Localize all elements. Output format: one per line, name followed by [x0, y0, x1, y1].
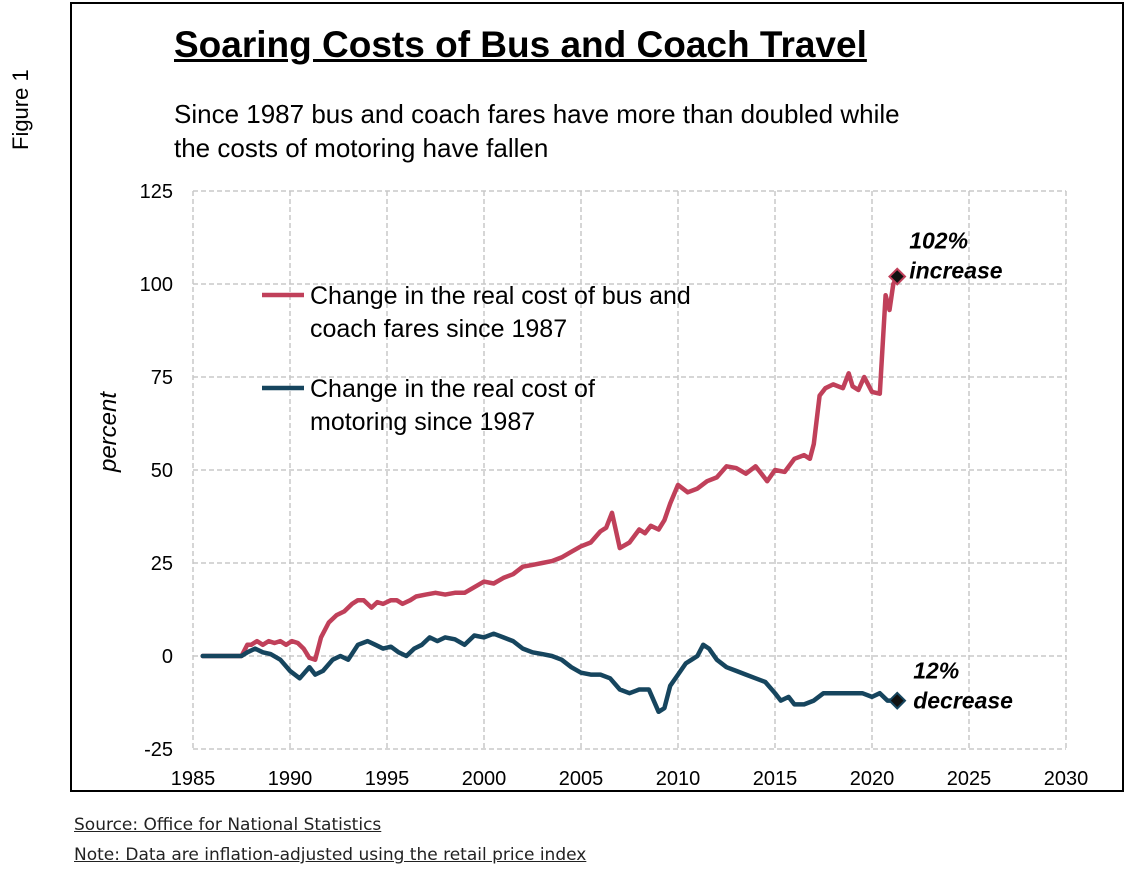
chart-frame: [70, 2, 1124, 792]
series-line-bus: [200, 274, 900, 662]
x-tick-label: 2015: [753, 768, 798, 790]
series-lines: [200, 274, 900, 715]
y-tick-label: 75: [151, 367, 173, 389]
legend-label-bus: Change in the real cost of bus and: [310, 282, 691, 310]
y-tick-label: 0: [162, 646, 173, 668]
annotation-marker-motoring: [888, 691, 907, 710]
x-tick-label: 2000: [462, 768, 507, 790]
grid-lines: [192, 190, 1067, 750]
series-line-motoring: [200, 631, 900, 715]
y-axis-label: percent: [95, 391, 122, 473]
x-tick-label: 2030: [1044, 768, 1089, 790]
subtitle-line-2: the costs of motoring have fallen: [174, 133, 549, 163]
x-tick-labels: 1985 1990 1995 2000 2005 2010 2015 2020 2025 2030: [171, 768, 1089, 790]
y-tick-label: 125: [140, 181, 173, 203]
annotation-label-bus: 102%: [909, 228, 968, 254]
legend-label-bus: coach fares since 1987: [310, 315, 567, 343]
chart-title: Soaring Costs of Bus and Coach Travel: [174, 24, 867, 65]
x-tick-label: 2025: [947, 768, 992, 790]
x-tick-label: 1995: [365, 768, 410, 790]
legend-label-motoring: motoring since 1987: [310, 408, 535, 436]
x-tick-label: 2020: [850, 768, 895, 790]
data-note: Note: Data are inflation-adjusted using …: [74, 845, 587, 865]
y-tick-label: 25: [151, 553, 173, 575]
y-tick-labels: -25 0 25 50 75 100 125: [140, 181, 173, 761]
legend: Change in the real cost of bus and coach …: [262, 282, 691, 436]
x-tick-label: 2010: [656, 768, 701, 790]
y-tick-label: -25: [144, 739, 173, 761]
x-tick-label: 1990: [268, 768, 313, 790]
annotations: 102% increase 12% decrease: [888, 228, 1013, 714]
annotation-marker-bus: [888, 267, 907, 286]
x-tick-label: 2005: [559, 768, 604, 790]
subtitle-line-1: Since 1987 bus and coach fares have more…: [174, 99, 900, 129]
y-tick-label: 100: [140, 274, 173, 296]
source-note: Source: Office for National Statistics: [74, 815, 382, 835]
annotation-label-bus: increase: [909, 258, 1003, 284]
annotation-label-motoring: decrease: [913, 688, 1013, 714]
legend-label-motoring: Change in the real cost of: [310, 375, 595, 403]
y-tick-label: 50: [151, 460, 173, 482]
chart-subtitle: Since 1987 bus and coach fares have more…: [174, 97, 1034, 165]
annotation-label-motoring: 12%: [913, 658, 959, 684]
x-tick-label: 1985: [171, 768, 216, 790]
